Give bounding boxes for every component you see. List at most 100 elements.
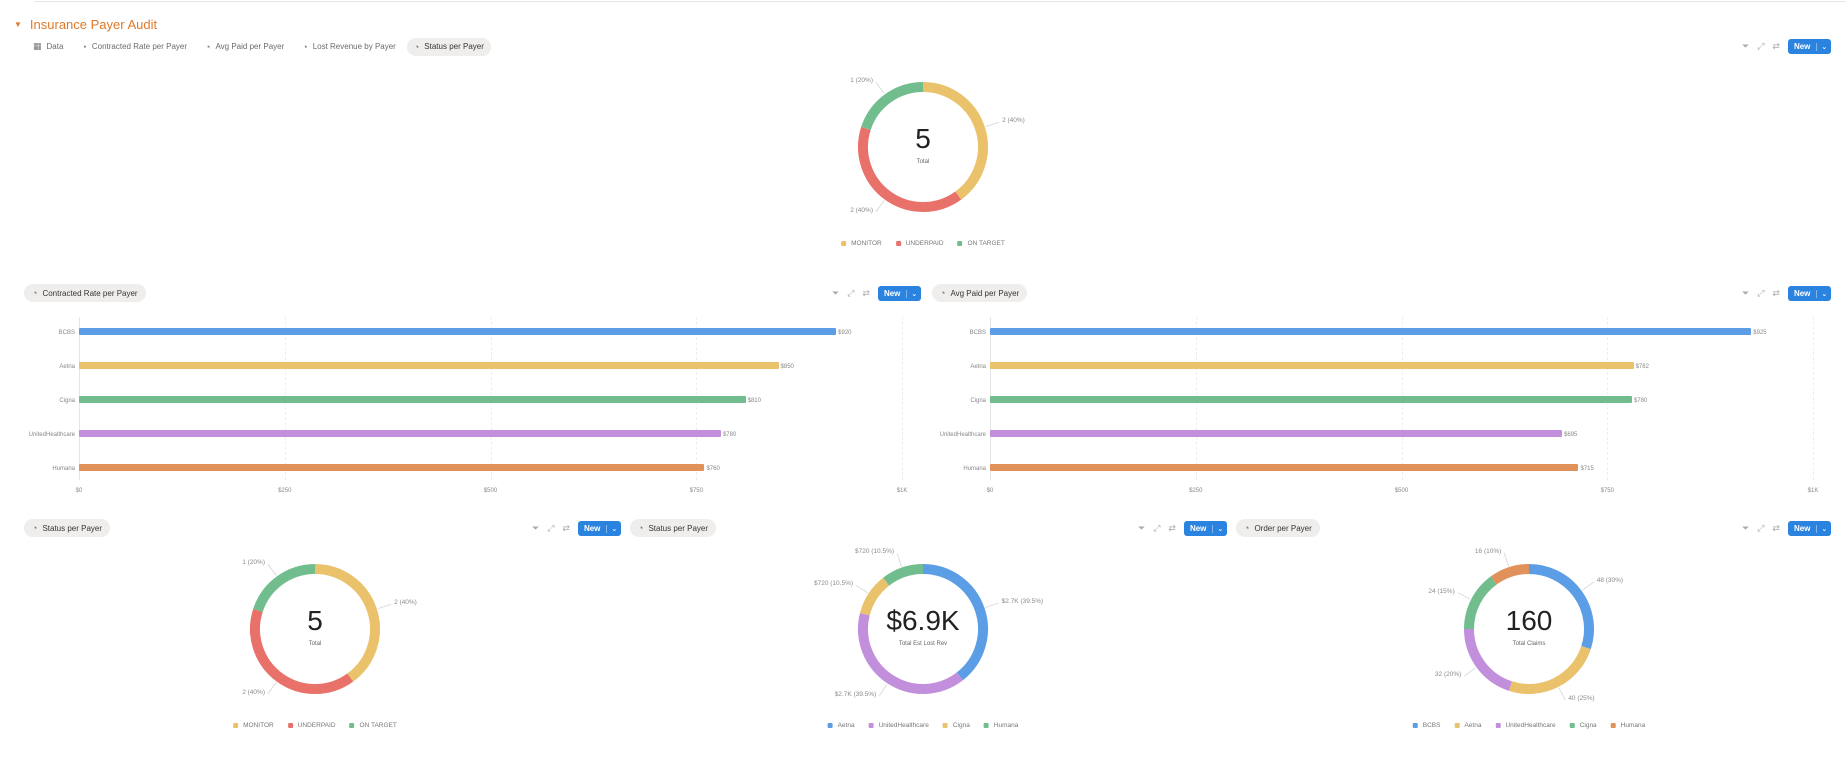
chevron-down-icon[interactable]: ⌄: [1816, 524, 1831, 533]
new-button[interactable]: New ⌄: [1183, 521, 1228, 536]
chart-toolbar: ⏷ ⤢ ⇄ New ⌄: [1138, 521, 1228, 536]
donut-slice[interactable]: [883, 564, 924, 586]
expand-icon[interactable]: ⤢: [547, 523, 555, 533]
tab-label: Lost Revenue by Payer: [312, 42, 396, 51]
chart-title-pill[interactable]: ◔ Contracted Rate per Payer: [24, 284, 146, 302]
filter-icon[interactable]: ⏷: [532, 523, 540, 533]
bar[interactable]: [990, 396, 1632, 403]
expand-icon[interactable]: ⤢: [1757, 288, 1765, 298]
bar-value-label: $695: [1563, 432, 1578, 438]
bar[interactable]: [79, 362, 779, 369]
donut-slice[interactable]: [858, 126, 962, 212]
new-button[interactable]: New ⌄: [1787, 521, 1832, 536]
chevron-down-icon[interactable]: ⌄: [606, 524, 621, 533]
chart-title: Contracted Rate per Payer: [42, 288, 138, 298]
chart-title: Order per Payer: [1254, 523, 1312, 533]
donut-slice[interactable]: [1508, 645, 1591, 694]
chart-toolbar: ⏷ ⤢ ⇄ New ⌄: [532, 521, 622, 536]
donut-slice[interactable]: [922, 564, 988, 681]
legend-label: Aetna: [837, 722, 855, 729]
chevron-down-icon[interactable]: ⌄: [1816, 42, 1831, 51]
chevron-down-icon[interactable]: ⌄: [1212, 524, 1227, 533]
center-value: 160: [1505, 605, 1553, 636]
legend-item[interactable]: Humana: [983, 722, 1018, 729]
tab-contracted-rate[interactable]: ◔ Contracted Rate per Payer: [74, 38, 194, 56]
legend-item[interactable]: MONITOR: [841, 240, 882, 247]
donut-slice[interactable]: [858, 613, 963, 694]
chart-title-pill[interactable]: ◔ Status per Payer: [630, 519, 717, 537]
new-button[interactable]: New ⌄: [877, 286, 922, 301]
filter-icon[interactable]: ⏷: [1742, 523, 1750, 533]
tab-data[interactable]: ▦ Data: [26, 37, 70, 56]
legend-item[interactable]: Cigna: [1569, 722, 1597, 729]
bar[interactable]: [79, 464, 705, 471]
legend-item[interactable]: UNDERPAID: [287, 722, 336, 729]
chart-title-pill[interactable]: ◔ Order per Payer: [1236, 519, 1320, 537]
tab-avg-paid[interactable]: ◔ Avg Paid per Payer: [198, 38, 291, 56]
x-tick-label: $750: [689, 488, 703, 494]
bar[interactable]: [990, 362, 1634, 369]
slice-label: 24 (15%): [1428, 587, 1455, 595]
leader-line: [1457, 592, 1471, 600]
sort-icon[interactable]: ⇄: [1168, 523, 1176, 533]
slice-label: 2 (40%): [242, 688, 265, 696]
legend-item[interactable]: UnitedHealthcare: [868, 722, 929, 729]
bar[interactable]: [79, 430, 721, 437]
new-button[interactable]: New ⌄: [577, 521, 622, 536]
chart-icon: ◔: [32, 523, 38, 533]
chart-title-pill[interactable]: ◔ Avg Paid per Payer: [932, 284, 1028, 302]
expand-icon[interactable]: ⤢: [847, 288, 855, 298]
filter-icon[interactable]: ⏷: [832, 288, 840, 298]
legend-item[interactable]: ON TARGET: [957, 240, 1005, 247]
bar[interactable]: [79, 396, 746, 403]
bar[interactable]: [990, 328, 1752, 335]
section-toggle[interactable]: ▼ Insurance Payer Audit: [14, 17, 157, 32]
legend-item[interactable]: Cigna: [942, 722, 970, 729]
legend-label: UnitedHealthcare: [878, 722, 929, 729]
tab-lost-revenue[interactable]: ◔ Lost Revenue by Payer: [295, 38, 403, 56]
sort-icon[interactable]: ⇄: [1772, 523, 1780, 533]
filter-icon[interactable]: ⏷: [1742, 41, 1750, 51]
donut-slice[interactable]: [922, 82, 988, 200]
bar[interactable]: [990, 430, 1562, 437]
donut-slice[interactable]: [250, 608, 354, 694]
chart-toolbar: ⏷ ⤢ ⇄ New ⌄: [1742, 286, 1832, 301]
legend-item[interactable]: Humana: [1610, 722, 1645, 729]
donut-slice[interactable]: [861, 82, 924, 131]
sort-icon[interactable]: ⇄: [862, 288, 870, 298]
legend-item[interactable]: MONITOR: [233, 722, 274, 729]
donut-slice[interactable]: [1528, 564, 1594, 650]
expand-icon[interactable]: ⤢: [1757, 41, 1765, 51]
legend-item[interactable]: ON TARGET: [349, 722, 397, 729]
donut-slice[interactable]: [1464, 628, 1513, 691]
donut-slice[interactable]: [859, 577, 890, 616]
expand-icon[interactable]: ⤢: [1153, 523, 1161, 533]
tab-label: Data: [46, 42, 64, 51]
chevron-down-icon[interactable]: ⌄: [1816, 289, 1831, 298]
sort-icon[interactable]: ⇄: [1772, 288, 1780, 298]
legend-item[interactable]: Aetna: [1454, 722, 1481, 729]
new-button[interactable]: New ⌄: [1787, 39, 1832, 54]
sort-icon[interactable]: ⇄: [562, 523, 570, 533]
bar[interactable]: [990, 464, 1579, 471]
expand-icon[interactable]: ⤢: [1757, 523, 1765, 533]
tab-status[interactable]: ◔ Status per Payer: [406, 37, 491, 56]
chart-title-pill[interactable]: ◔ Status per Payer: [24, 519, 111, 537]
legend-item[interactable]: Aetna: [827, 722, 855, 729]
filter-icon[interactable]: ⏷: [1138, 523, 1146, 533]
donut-slice[interactable]: [1464, 576, 1497, 630]
donut-slice[interactable]: [1490, 564, 1530, 585]
new-button[interactable]: New ⌄: [1787, 286, 1832, 301]
sort-icon[interactable]: ⇄: [1772, 41, 1780, 51]
view-tabs: ▦ Data ◔ Contracted Rate per Payer ◔ Avg Pa…: [26, 37, 491, 56]
legend-item[interactable]: UNDERPAID: [895, 240, 944, 247]
donut-slice[interactable]: [314, 564, 380, 682]
legend-item[interactable]: UnitedHealthcare: [1495, 722, 1556, 729]
filter-icon[interactable]: ⏷: [1742, 288, 1750, 298]
legend-item[interactable]: BCBS: [1412, 722, 1440, 729]
chart-toolbar: ⏷ ⤢ ⇄ New ⌄: [832, 286, 922, 301]
donut-slice[interactable]: [253, 564, 316, 613]
bar[interactable]: [79, 328, 837, 335]
slice-label: 1 (20%): [242, 559, 265, 567]
chevron-down-icon[interactable]: ⌄: [906, 289, 921, 298]
